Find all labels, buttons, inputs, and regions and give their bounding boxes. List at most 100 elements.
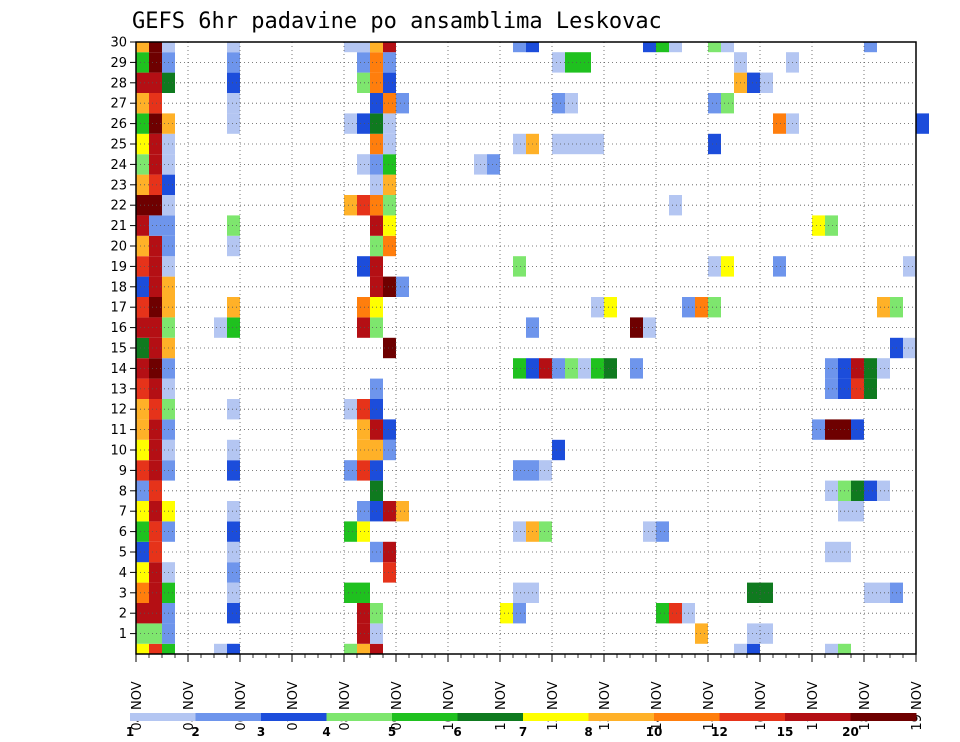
- colorbar-swatch: [785, 713, 851, 721]
- colorbar-swatch: [719, 713, 786, 721]
- heatmap-cell: [604, 358, 617, 379]
- heatmap-cell: [383, 276, 396, 297]
- heatmap-cell: [149, 439, 162, 461]
- heatmap-cell: [149, 521, 162, 542]
- heatmap-cell: [227, 643, 240, 654]
- colorbar-swatch: [654, 713, 720, 721]
- heatmap-cell: [383, 501, 396, 522]
- heatmap-cell: [344, 460, 357, 481]
- heatmap-cell: [812, 419, 825, 440]
- heatmap-cell: [825, 419, 838, 440]
- heatmap-cell: [357, 501, 370, 522]
- x-tick-label: 19 NOV: [910, 681, 925, 730]
- heatmap-cell: [877, 582, 890, 603]
- heatmap-cell: [851, 378, 864, 399]
- y-tick-label: 18: [110, 280, 127, 295]
- colorbar-swatch: [392, 713, 458, 721]
- heatmap-cell: [227, 52, 240, 73]
- heatmap-cell: [877, 358, 890, 379]
- heatmap-cell: [591, 297, 604, 318]
- colorbar-label: 10: [646, 725, 663, 739]
- heatmap-cell: [643, 42, 656, 53]
- heatmap-cell: [552, 52, 565, 73]
- y-tick-label: 11: [110, 423, 127, 438]
- x-tick-label: 11 NOV: [494, 681, 509, 730]
- y-tick-label: 19: [110, 260, 127, 275]
- y-tick-label: 4: [119, 566, 127, 581]
- heatmap-cell: [773, 256, 786, 277]
- x-tick-label: 05 NOV: [182, 681, 197, 730]
- heatmap-cell: [864, 480, 877, 501]
- heatmap-cell: [136, 582, 149, 603]
- heatmap-cell: [916, 113, 929, 134]
- heatmap-cell: [149, 215, 162, 236]
- heatmap-cell: [643, 521, 656, 542]
- heatmap-cell: [383, 215, 396, 236]
- y-tick-label: 21: [110, 219, 127, 234]
- heatmap-cell: [136, 643, 149, 654]
- colorbar-label: 20: [842, 725, 859, 739]
- y-tick-label: 27: [110, 97, 127, 112]
- colorbar-legend: 1 2 3 4 5 6 7 8 10 12 15 20: [126, 713, 917, 739]
- heatmap-cell: [227, 215, 240, 236]
- heatmap-cell: [643, 317, 656, 338]
- heatmap-cell: [656, 42, 669, 53]
- heatmap-cell: [708, 93, 721, 114]
- colorbar-swatch: [326, 713, 393, 721]
- y-tick-label: 10: [110, 444, 127, 459]
- heatmap-cell: [383, 52, 396, 73]
- heatmap-cell: [773, 113, 786, 134]
- heatmap-cell: [825, 358, 838, 379]
- heatmap-cell: [357, 603, 370, 624]
- heatmap-cell: [383, 93, 396, 114]
- y-tick-label: 15: [110, 342, 127, 357]
- heatmap-cell: [383, 337, 396, 359]
- heatmap-cell: [825, 378, 838, 399]
- heatmap-cell: [864, 378, 877, 399]
- heatmap-cell: [136, 603, 149, 624]
- heatmap-cell: [357, 582, 370, 603]
- heatmap-cell: [396, 276, 409, 297]
- heatmap-cells: [136, 42, 929, 654]
- heatmap-cell: [136, 256, 149, 277]
- heatmap-cell: [227, 297, 240, 318]
- heatmap-cell: [825, 541, 838, 563]
- heatmap-cell: [565, 133, 578, 155]
- x-tick-label: 16 NOV: [754, 681, 769, 730]
- heatmap-cell: [214, 643, 227, 654]
- x-tick-label: 18 NOV: [858, 681, 873, 730]
- colorbar-label: 2: [191, 725, 199, 739]
- y-tick-label: 9: [119, 464, 127, 479]
- heatmap-cell: [162, 42, 175, 53]
- heatmap-cell: [383, 154, 396, 175]
- heatmap-cell: [227, 93, 240, 114]
- heatmap-cell: [539, 358, 552, 379]
- heatmap-cell: [149, 541, 162, 563]
- heatmap-cell: [149, 195, 162, 216]
- heatmap-cell: [357, 419, 370, 440]
- heatmap-cell: [136, 521, 149, 542]
- heatmap-cell: [552, 358, 565, 379]
- x-tick-label: 12 NOV: [546, 681, 561, 730]
- heatmap-cell: [877, 480, 890, 501]
- heatmap-cell: [227, 541, 240, 563]
- heatmap-cell: [487, 154, 500, 175]
- colorbar-label: 3: [257, 725, 265, 739]
- colorbar-swatch: [588, 713, 655, 721]
- y-tick-label: 28: [110, 76, 127, 91]
- heatmap-cell: [149, 480, 162, 501]
- heatmap-cell: [136, 195, 149, 216]
- y-tick-label: 24: [110, 158, 127, 173]
- heatmap-cell: [565, 93, 578, 114]
- heatmap-cell: [162, 643, 175, 654]
- y-tick-label: 16: [110, 321, 127, 336]
- heatmap-cell: [734, 643, 747, 654]
- y-tick-label: 7: [119, 505, 127, 520]
- heatmap-cell: [149, 337, 162, 359]
- y-tick-label: 17: [110, 301, 127, 316]
- heatmap-cell: [383, 562, 396, 583]
- y-tick-label: 2: [119, 607, 127, 622]
- heatmap-cell: [227, 42, 240, 53]
- heatmap-cell: [383, 541, 396, 563]
